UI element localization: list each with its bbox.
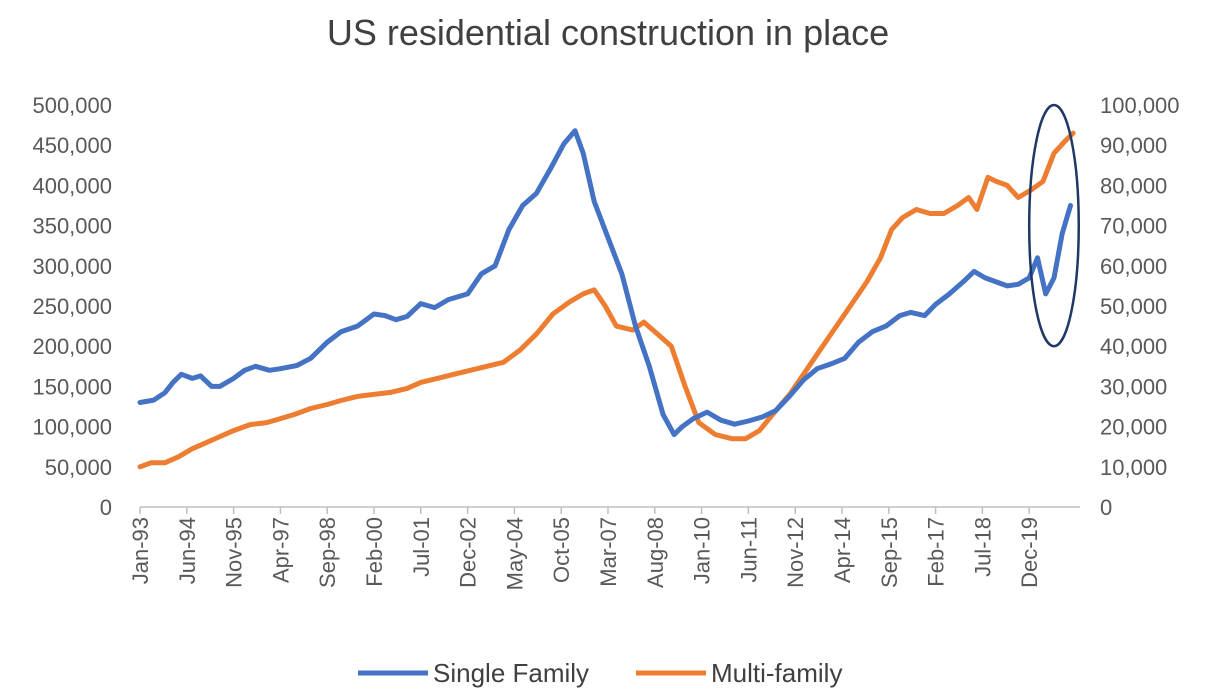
y-tick-label: 500,000 <box>32 93 112 118</box>
x-tick-label: May-04 <box>502 517 527 590</box>
y2-tick-label: 70,000 <box>1100 214 1167 239</box>
y-tick-label: 250,000 <box>32 294 112 319</box>
x-tick-label: Nov-12 <box>783 517 808 588</box>
y-tick-label: 350,000 <box>32 214 112 239</box>
x-tick-label: Jan-10 <box>690 517 715 584</box>
x-tick-label: Dec-19 <box>1017 517 1042 588</box>
x-tick-label: Oct-05 <box>549 517 574 583</box>
y-tick-label: 50,000 <box>45 455 112 480</box>
y-tick-label: 0 <box>100 495 112 520</box>
y2-tick-label: 20,000 <box>1100 415 1167 440</box>
x-tick-label: Apr-14 <box>830 517 855 583</box>
y-tick-label: 150,000 <box>32 374 112 399</box>
x-tick-label: Sep-15 <box>877 517 902 588</box>
y2-tick-label: 90,000 <box>1100 133 1167 158</box>
y-tick-label: 300,000 <box>32 254 112 279</box>
x-tick-label: Jun-11 <box>736 517 761 583</box>
y2-tick-label: 50,000 <box>1100 294 1167 319</box>
y-tick-label: 400,000 <box>32 173 112 198</box>
legend-label: Multi-family <box>711 658 842 688</box>
series-line-single-family <box>137 128 1073 438</box>
x-tick-label: Jul-01 <box>409 517 434 577</box>
x-tick-label: Jun-94 <box>175 517 200 584</box>
x-tick-label: Feb-17 <box>924 517 949 587</box>
x-tick-label: Feb-00 <box>362 517 387 587</box>
highlight-ellipse <box>1027 103 1081 348</box>
y2-tick-label: 40,000 <box>1100 334 1167 359</box>
chart-title: US residential construction in place <box>326 12 890 53</box>
series-line-multi-family <box>137 130 1076 470</box>
x-tick-label: Apr-97 <box>268 517 293 583</box>
y2-tick-label: 100,000 <box>1100 93 1180 118</box>
y2-tick-label: 0 <box>1100 495 1112 520</box>
x-tick-label: Jul-18 <box>970 517 995 577</box>
y2-tick-label: 30,000 <box>1100 374 1167 399</box>
x-tick-label: Sep-98 <box>315 517 340 588</box>
y2-tick-label: 10,000 <box>1100 455 1167 480</box>
x-tick-label: Jan-93 <box>128 517 153 584</box>
x-tick-label: Aug-08 <box>643 517 668 588</box>
x-tick-label: Nov-95 <box>222 517 247 588</box>
y-tick-label: 200,000 <box>32 334 112 359</box>
x-tick-label: Dec-02 <box>456 517 481 588</box>
y2-tick-label: 80,000 <box>1100 173 1167 198</box>
y-tick-label: 100,000 <box>32 415 112 440</box>
y-tick-label: 450,000 <box>32 133 112 158</box>
legend-label: Single Family <box>433 658 589 688</box>
x-tick-label: Mar-07 <box>596 517 621 587</box>
y2-tick-label: 60,000 <box>1100 254 1167 279</box>
